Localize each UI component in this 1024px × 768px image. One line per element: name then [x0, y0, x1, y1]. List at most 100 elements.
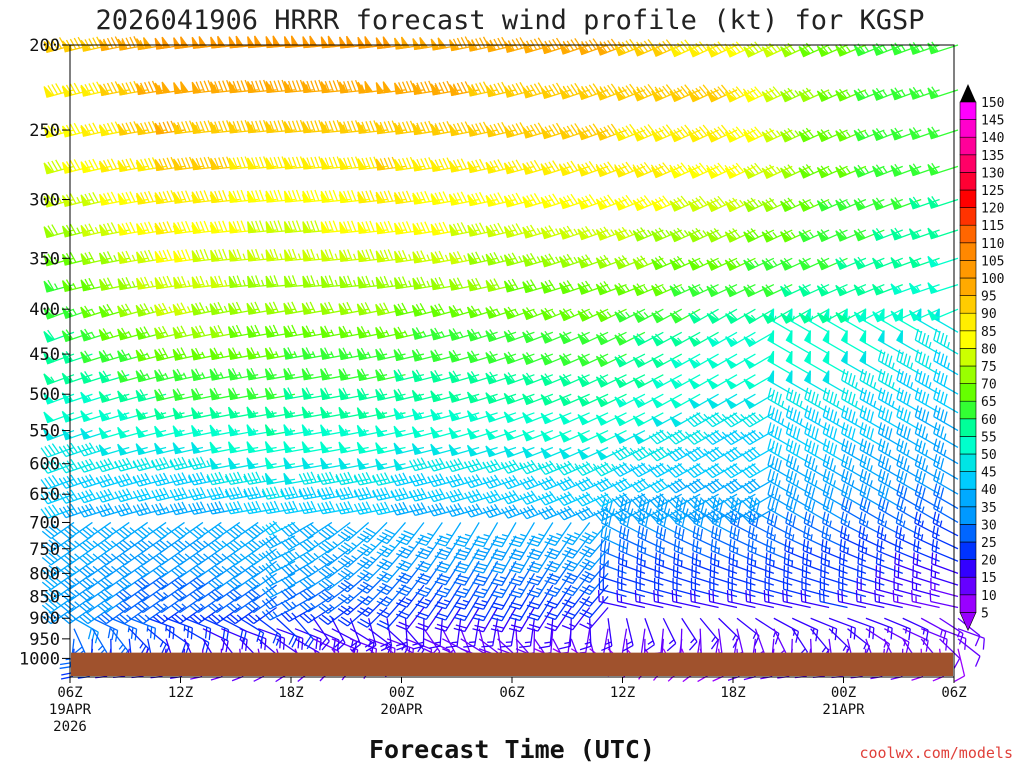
barb-feather: [121, 223, 128, 235]
barb-feather: [181, 221, 187, 233]
barb-feather: [189, 581, 199, 590]
barb-feather: [59, 666, 71, 670]
barb-feather: [188, 489, 195, 501]
barb-feather: [349, 640, 360, 648]
barb-half-feather: [481, 600, 488, 604]
barb-feather: [251, 526, 261, 535]
barb-pennant: [400, 36, 411, 49]
barb-feather: [65, 329, 74, 340]
wind-barb: [78, 595, 112, 614]
barb-feather: [210, 502, 217, 514]
barb-feather: [295, 220, 302, 232]
barb-half-feather: [363, 428, 368, 436]
barb-feather: [306, 190, 312, 202]
barb-pennant: [419, 37, 429, 50]
wind-barb: [283, 424, 314, 437]
barb-feather: [195, 564, 206, 574]
barb-half-feather: [408, 280, 412, 287]
barb-staff: [73, 617, 99, 633]
barb-feather: [95, 506, 103, 517]
barb-feather: [169, 459, 177, 470]
wind-barb: [244, 584, 277, 602]
barb-feather: [180, 347, 187, 358]
barb-feather: [47, 194, 55, 206]
barb-feather: [280, 578, 290, 588]
barb-half-feather: [389, 647, 392, 654]
barb-staff: [464, 573, 480, 598]
wind-barb: [172, 388, 204, 401]
barb-half-feather: [477, 331, 482, 338]
barb-feather: [168, 626, 171, 638]
barb-feather: [140, 250, 146, 262]
barb-staff: [212, 507, 240, 515]
wind-barb: [152, 584, 185, 602]
barb-feather: [275, 674, 286, 683]
barb-feather: [269, 535, 278, 546]
barb-feather: [85, 459, 93, 471]
barb-feather: [287, 550, 297, 560]
barb-feather: [192, 488, 199, 500]
barb-feather: [226, 544, 236, 553]
barb-feather: [324, 540, 335, 549]
barb-feather: [147, 157, 154, 169]
barb-staff: [193, 507, 222, 515]
barb-half-feather: [160, 411, 165, 418]
barb-feather: [492, 602, 505, 607]
wind-barb: [298, 486, 332, 500]
barb-feather: [63, 541, 74, 551]
barb-staff: [83, 493, 112, 504]
wind-barb: [98, 81, 130, 97]
barb-feather: [365, 275, 371, 287]
barb-feather: [455, 590, 467, 595]
barb-feather: [118, 554, 129, 564]
barb-feather: [155, 458, 162, 470]
barb-staff: [234, 521, 259, 540]
barb-feather: [302, 566, 313, 575]
barb-pennant: [247, 190, 256, 203]
barb-feather: [147, 81, 154, 93]
wind-barb: [80, 223, 111, 237]
barb-feather: [214, 577, 224, 586]
barb-pennant: [61, 372, 73, 385]
barb-half-feather: [111, 565, 117, 571]
barb-half-feather: [574, 532, 581, 536]
barb-feather: [287, 325, 294, 337]
barb-feather: [48, 552, 59, 561]
barb-feather: [217, 301, 224, 313]
barb-half-feather: [238, 351, 243, 358]
barb-pennant: [265, 121, 275, 134]
wind-barb: [136, 157, 167, 172]
barb-feather: [318, 616, 329, 625]
barb-feather: [170, 557, 181, 566]
wind-barb: [207, 535, 241, 553]
barb-half-feather: [166, 527, 172, 533]
barb-staff: [308, 606, 333, 624]
barb-feather: [490, 617, 503, 622]
barb-feather: [268, 367, 275, 379]
barb-feather: [442, 81, 449, 93]
barb-pennant: [320, 406, 330, 419]
barb-feather: [405, 221, 412, 233]
barb-feather: [41, 593, 52, 602]
barb-feather: [65, 84, 73, 96]
barb-staff: [331, 617, 346, 644]
barb-pennant: [154, 277, 164, 290]
barb-pennant: [191, 121, 201, 134]
barb-feather: [81, 579, 92, 588]
barb-feather: [102, 305, 110, 316]
barb-staff: [157, 493, 185, 502]
wind-barb: [261, 520, 296, 536]
barb-pennant: [339, 191, 348, 204]
barb-feather: [244, 581, 255, 590]
wind-barb: [189, 606, 222, 625]
barb-feather: [84, 278, 91, 290]
barb-staff: [267, 507, 296, 515]
barb-feather: [185, 157, 191, 169]
barb-feather: [199, 275, 206, 287]
barb-staff: [308, 572, 333, 590]
barb-feather: [434, 592, 446, 598]
barb-feather: [306, 588, 316, 597]
wind-barb: [60, 548, 93, 566]
barb-feather: [81, 602, 92, 611]
barb-feather: [195, 577, 206, 586]
